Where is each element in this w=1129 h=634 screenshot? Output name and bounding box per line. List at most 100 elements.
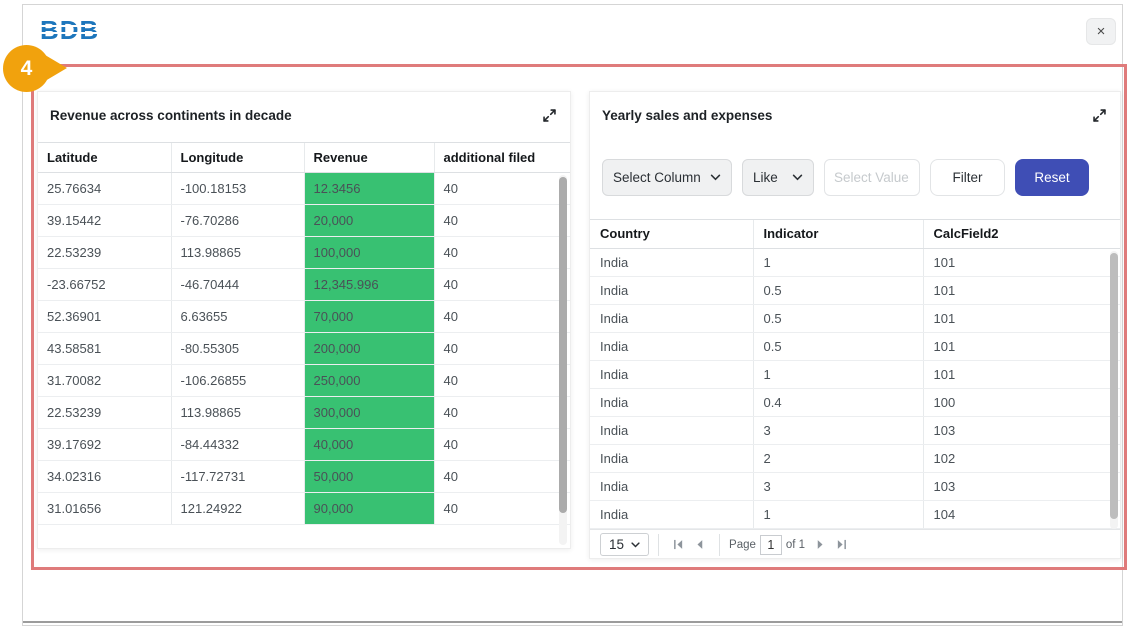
- column-header-calcfield2: CalcField2: [922, 219, 1120, 249]
- table-cell: India: [590, 332, 753, 361]
- last-page-icon: [837, 539, 846, 550]
- column-select[interactable]: Select Column: [602, 159, 732, 196]
- table-cell: 40: [433, 268, 570, 301]
- divider: [658, 533, 660, 556]
- page-of-label: of 1: [785, 538, 806, 551]
- reset-button[interactable]: Reset: [1015, 159, 1089, 196]
- table-row: 22.53239 113.98865 300,000 40: [38, 396, 570, 429]
- table-cell: 40: [433, 396, 570, 429]
- table-cell: India: [590, 416, 753, 445]
- table-cell: 0.5: [752, 304, 923, 333]
- bdb-logo: BDB: [37, 13, 103, 47]
- scrollbar-thumb[interactable]: [559, 177, 567, 513]
- table-cell: 43.58581: [38, 332, 171, 365]
- table-cell: 300,000: [303, 396, 434, 429]
- table-row: India 1 101: [590, 360, 1120, 389]
- table-header-row: Latitude Longitude Revenue additional fi…: [38, 142, 570, 173]
- table-row: India 3 103: [590, 472, 1120, 501]
- table-cell: 20,000: [303, 204, 434, 237]
- vertical-scrollbar[interactable]: [559, 175, 567, 545]
- table-row: India 0.5 101: [590, 276, 1120, 305]
- chevron-down-icon: [710, 174, 721, 181]
- scrollbar-thumb[interactable]: [1110, 253, 1118, 519]
- table-row: India 1 101: [590, 249, 1120, 277]
- table-cell: 40: [433, 460, 570, 493]
- table-row: India 0.5 101: [590, 304, 1120, 333]
- table-cell: 100,000: [303, 236, 434, 269]
- operator-select[interactable]: Like: [742, 159, 814, 196]
- first-page-button[interactable]: [668, 537, 689, 552]
- table-cell: 101: [922, 304, 1120, 333]
- table-cell: 40: [433, 492, 570, 525]
- expand-button[interactable]: [1092, 108, 1107, 123]
- page-size-value: 15: [609, 537, 625, 552]
- table-cell: -84.44332: [170, 428, 304, 461]
- revenue-table: Latitude Longitude Revenue additional fi…: [38, 142, 570, 525]
- table-cell: 1: [752, 360, 923, 389]
- table-row: -23.66752 -46.70444 12,345.996 40: [38, 268, 570, 301]
- page-input[interactable]: [759, 534, 782, 555]
- table-cell: 52.36901: [38, 300, 171, 333]
- table-cell: -100.18153: [170, 172, 304, 205]
- page-title: Yearly sales and expenses: [602, 108, 773, 123]
- table-cell: 6.63655: [170, 300, 304, 333]
- modal-window: BDB × Revenue across continents in decad…: [22, 4, 1127, 626]
- table-cell: 40: [433, 204, 570, 237]
- table-cell: India: [590, 472, 753, 501]
- table-cell: 90,000: [303, 492, 434, 525]
- sales-panel: Yearly sales and expenses Select Column …: [589, 91, 1121, 559]
- table-cell: 104: [922, 500, 1120, 529]
- table-cell: 250,000: [303, 364, 434, 397]
- bdb-logo-text: BDB: [40, 15, 100, 45]
- table-row: 52.36901 6.63655 70,000 40: [38, 300, 570, 333]
- column-header-country: Country: [590, 219, 753, 249]
- revenue-panel: Revenue across continents in decade Lati…: [37, 91, 571, 549]
- expand-icon: [543, 109, 556, 122]
- divider: [719, 533, 721, 556]
- table-row: 31.01656 121.24922 90,000 40: [38, 492, 570, 525]
- close-button[interactable]: ×: [1086, 18, 1116, 45]
- table-cell: -46.70444: [170, 268, 304, 301]
- table-cell: 0.5: [752, 332, 923, 361]
- table-cell: 12.3456: [303, 172, 434, 205]
- prev-page-button[interactable]: [689, 537, 710, 552]
- table-cell: 0.5: [752, 276, 923, 305]
- value-input[interactable]: [824, 159, 920, 196]
- vertical-scrollbar[interactable]: [1110, 251, 1118, 529]
- table-row: India 0.5 101: [590, 332, 1120, 361]
- table-cell: 101: [922, 276, 1120, 305]
- table-row: 22.53239 113.98865 100,000 40: [38, 236, 570, 269]
- table-cell: 25.76634: [38, 172, 171, 205]
- table-cell: 2: [752, 444, 923, 473]
- chevron-down-icon: [631, 541, 640, 548]
- table-cell: 22.53239: [38, 236, 171, 269]
- column-header-revenue: Revenue: [303, 142, 434, 173]
- column-header-additional-filed: additional filed: [433, 142, 570, 173]
- table-cell: 34.02316: [38, 460, 171, 493]
- page-title: Revenue across continents in decade: [50, 108, 292, 123]
- table-cell: 103: [922, 472, 1120, 501]
- table-cell: 121.24922: [170, 492, 304, 525]
- table-cell: India: [590, 276, 753, 305]
- table-row: 39.15442 -76.70286 20,000 40: [38, 204, 570, 237]
- table-cell: 39.15442: [38, 204, 171, 237]
- table-cell: 12,345.996: [303, 268, 434, 301]
- expand-icon: [1093, 109, 1106, 122]
- table-cell: 39.17692: [38, 428, 171, 461]
- page-size-select[interactable]: 15: [600, 533, 650, 556]
- table-cell: 40: [433, 428, 570, 461]
- table-cell: 113.98865: [170, 396, 304, 429]
- annotated-region: Revenue across continents in decade Lati…: [31, 64, 1127, 570]
- next-page-button[interactable]: [810, 537, 831, 552]
- table-cell: -23.66752: [38, 268, 171, 301]
- filter-toolbar: Select Column Like Filter Reset: [590, 140, 1120, 219]
- operator-select-value: Like: [753, 170, 778, 185]
- table-row: 34.02316 -117.72731 50,000 40: [38, 460, 570, 493]
- chevron-down-icon: [792, 174, 803, 181]
- expand-button[interactable]: [542, 108, 557, 123]
- last-page-button[interactable]: [831, 537, 852, 552]
- filter-button[interactable]: Filter: [930, 159, 1005, 196]
- table-cell: 3: [752, 416, 923, 445]
- sales-table-header: Country Indicator CalcField2: [590, 219, 1120, 249]
- horizontal-scrollbar[interactable]: [23, 621, 1122, 623]
